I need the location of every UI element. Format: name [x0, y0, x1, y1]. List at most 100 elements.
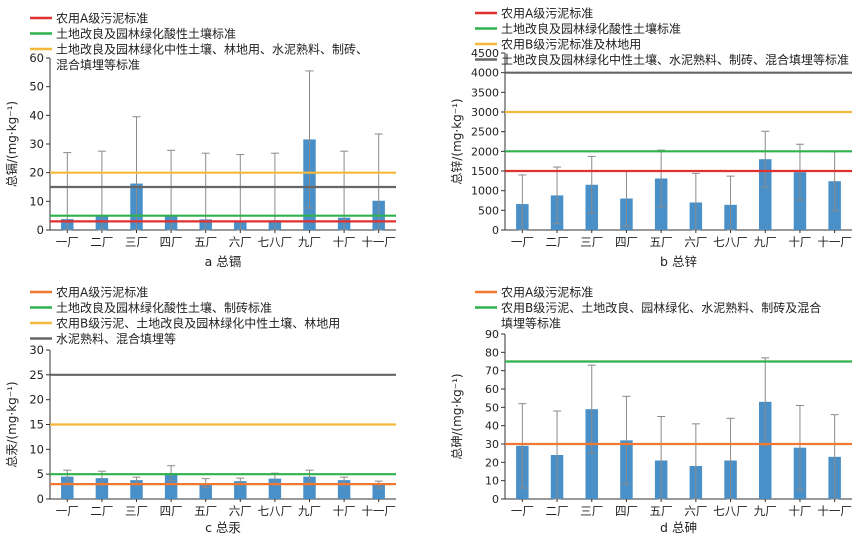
legend-entry: 水泥熟料、混合填埋等 [56, 331, 176, 346]
y-tick-label: 30 [29, 137, 44, 151]
x-tick-label: 六厂 [684, 235, 707, 249]
x-tick-label: 五厂 [650, 235, 673, 249]
y-tick-label: 25 [29, 368, 44, 382]
chart-panel-2: 农用A级污泥标准土地改良及园林绿化酸性土壤标准农用B级污泥标准及林地用土地改良及… [450, 7, 852, 269]
y-tick-label: 5 [37, 467, 44, 481]
y-tick-label: 0 [37, 492, 44, 506]
x-tick-label: 六厂 [684, 504, 707, 518]
y-tick-label: 10 [29, 442, 44, 456]
y-tick-label: 1000 [471, 185, 499, 198]
legend-entry: 土地改良及园林绿化中性土壤、水泥熟料、制砖、混合填埋等标准 [501, 52, 849, 67]
x-tick-label: 四厂 [615, 235, 638, 249]
x-tick-label: 五厂 [194, 235, 217, 249]
x-tick-label: 一厂 [56, 504, 79, 518]
legend-entry: 农用A级污泥标准 [56, 12, 148, 26]
y-tick-label: 70 [485, 365, 499, 378]
y-tick-label: 4500 [471, 47, 499, 60]
legend-entry: 土地改良及园林绿化酸性土壤标准 [501, 21, 681, 36]
x-tick-label: 十厂 [788, 235, 811, 249]
y-tick-label: 0 [492, 224, 499, 237]
chart-title: c 总汞 [205, 520, 241, 535]
x-tick-label: 九厂 [754, 235, 777, 249]
y-axis-label: 总汞/(mg·kg⁻¹) [5, 381, 19, 467]
y-tick-label: 60 [29, 51, 44, 65]
bar [303, 476, 316, 499]
y-tick-label: 50 [485, 401, 499, 414]
x-tick-label: 七八厂 [713, 504, 748, 518]
x-tick-label: 四厂 [160, 235, 183, 249]
legend-entry: 农用B级污泥、土地改良及园林绿化中性土壤、林地用 [56, 316, 340, 331]
x-tick-label: 六厂 [229, 235, 252, 249]
y-tick-label: 50 [29, 80, 44, 94]
y-tick-label: 40 [485, 420, 499, 433]
bar [234, 481, 247, 499]
chart-panel-1: 农用A级污泥标准土地改良及园林绿化酸性土壤标准土地改良及园林绿化中性土壤、林地用… [5, 12, 396, 269]
legend-entry: 农用A级污泥标准 [56, 286, 148, 300]
bar [61, 476, 74, 499]
legend-entry: 土地改良及园林绿化酸性土壤、制砖标准 [56, 300, 272, 315]
y-tick-label: 15 [29, 418, 44, 432]
y-tick-label: 500 [478, 204, 499, 217]
y-tick-label: 2000 [471, 145, 499, 158]
bar [759, 401, 772, 499]
chart-panel-4: 农用A级污泥标准农用B级污泥、土地改良、园林绿化、水泥熟料、制砖及混合填埋等标准… [450, 286, 852, 535]
y-tick-label: 40 [29, 108, 44, 122]
chart-title: d 总砷 [660, 520, 697, 535]
y-axis-label: 总砷/(mg·kg⁻¹) [450, 373, 464, 459]
x-tick-label: 七八厂 [258, 235, 293, 249]
x-tick-label: 五厂 [650, 504, 673, 518]
bar [585, 409, 598, 499]
y-tick-label: 90 [485, 328, 499, 341]
x-tick-label: 五厂 [194, 504, 217, 518]
x-tick-label: 十一厂 [817, 504, 852, 518]
x-tick-label: 十厂 [333, 504, 356, 518]
y-tick-label: 30 [29, 343, 44, 357]
legend: 农用A级污泥标准土地改良及园林绿化酸性土壤标准农用B级污泥标准及林地用土地改良及… [475, 7, 849, 67]
y-tick-label: 20 [485, 456, 499, 469]
x-tick-label: 一厂 [511, 235, 534, 249]
y-tick-label: 0 [37, 223, 44, 237]
x-tick-label: 十一厂 [361, 235, 396, 249]
y-tick-label: 10 [29, 194, 44, 208]
x-tick-label: 十一厂 [817, 235, 852, 249]
x-tick-label: 三厂 [580, 235, 603, 249]
x-tick-label: 十厂 [788, 504, 811, 518]
x-tick-label: 十一厂 [361, 504, 396, 518]
legend: 农用A级污泥标准土地改良及园林绿化酸性土壤标准土地改良及园林绿化中性土壤、林地用… [30, 12, 368, 72]
y-axis-label: 总锌/(mg·kg⁻¹) [450, 98, 464, 184]
bar [793, 172, 807, 230]
legend-entry: 混合填埋等标准 [56, 57, 140, 72]
y-tick-label: 0 [492, 493, 499, 506]
y-tick-label: 60 [485, 383, 499, 396]
legend-entry: 土地改良及园林绿化中性土壤、林地用、水泥熟料、制砖、 [56, 42, 368, 57]
x-tick-label: 九厂 [298, 504, 321, 518]
x-tick-label: 六厂 [229, 504, 252, 518]
x-tick-label: 四厂 [615, 504, 638, 518]
x-tick-label: 三厂 [125, 504, 148, 518]
x-tick-label: 七八厂 [258, 504, 293, 518]
bar [759, 159, 772, 230]
chart-title: b 总锌 [660, 254, 697, 269]
legend-entry: 农用B级污泥标准及林地用 [501, 38, 641, 52]
chart-title: a 总镉 [205, 254, 242, 269]
x-tick-label: 九厂 [298, 235, 321, 249]
y-tick-label: 3000 [471, 106, 499, 119]
x-tick-label: 十厂 [333, 235, 356, 249]
legend-entry: 农用B级污泥、土地改良、园林绿化、水泥熟料、制砖及混合 [501, 300, 821, 315]
y-tick-label: 3500 [471, 86, 499, 99]
x-tick-label: 九厂 [754, 504, 777, 518]
legend: 农用A级污泥标准土地改良及园林绿化酸性土壤、制砖标准农用B级污泥、土地改良及园林… [30, 286, 340, 346]
y-tick-label: 4000 [471, 67, 499, 80]
x-tick-label: 一厂 [511, 504, 534, 518]
legend-entry: 农用A级污泥标准 [501, 286, 593, 300]
y-axis-label: 总镉/(mg·kg⁻¹) [5, 101, 19, 187]
y-tick-label: 20 [29, 166, 44, 180]
x-tick-label: 二厂 [90, 504, 113, 518]
y-tick-label: 1500 [471, 165, 499, 178]
x-tick-label: 三厂 [125, 235, 148, 249]
legend-entry: 填埋等标准 [501, 317, 561, 331]
y-tick-label: 30 [485, 438, 499, 451]
y-tick-label: 10 [485, 475, 499, 488]
